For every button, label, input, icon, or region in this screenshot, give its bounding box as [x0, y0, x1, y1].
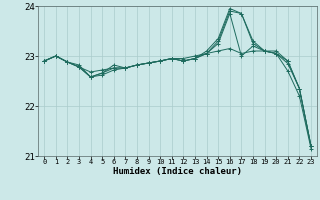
X-axis label: Humidex (Indice chaleur): Humidex (Indice chaleur)	[113, 167, 242, 176]
